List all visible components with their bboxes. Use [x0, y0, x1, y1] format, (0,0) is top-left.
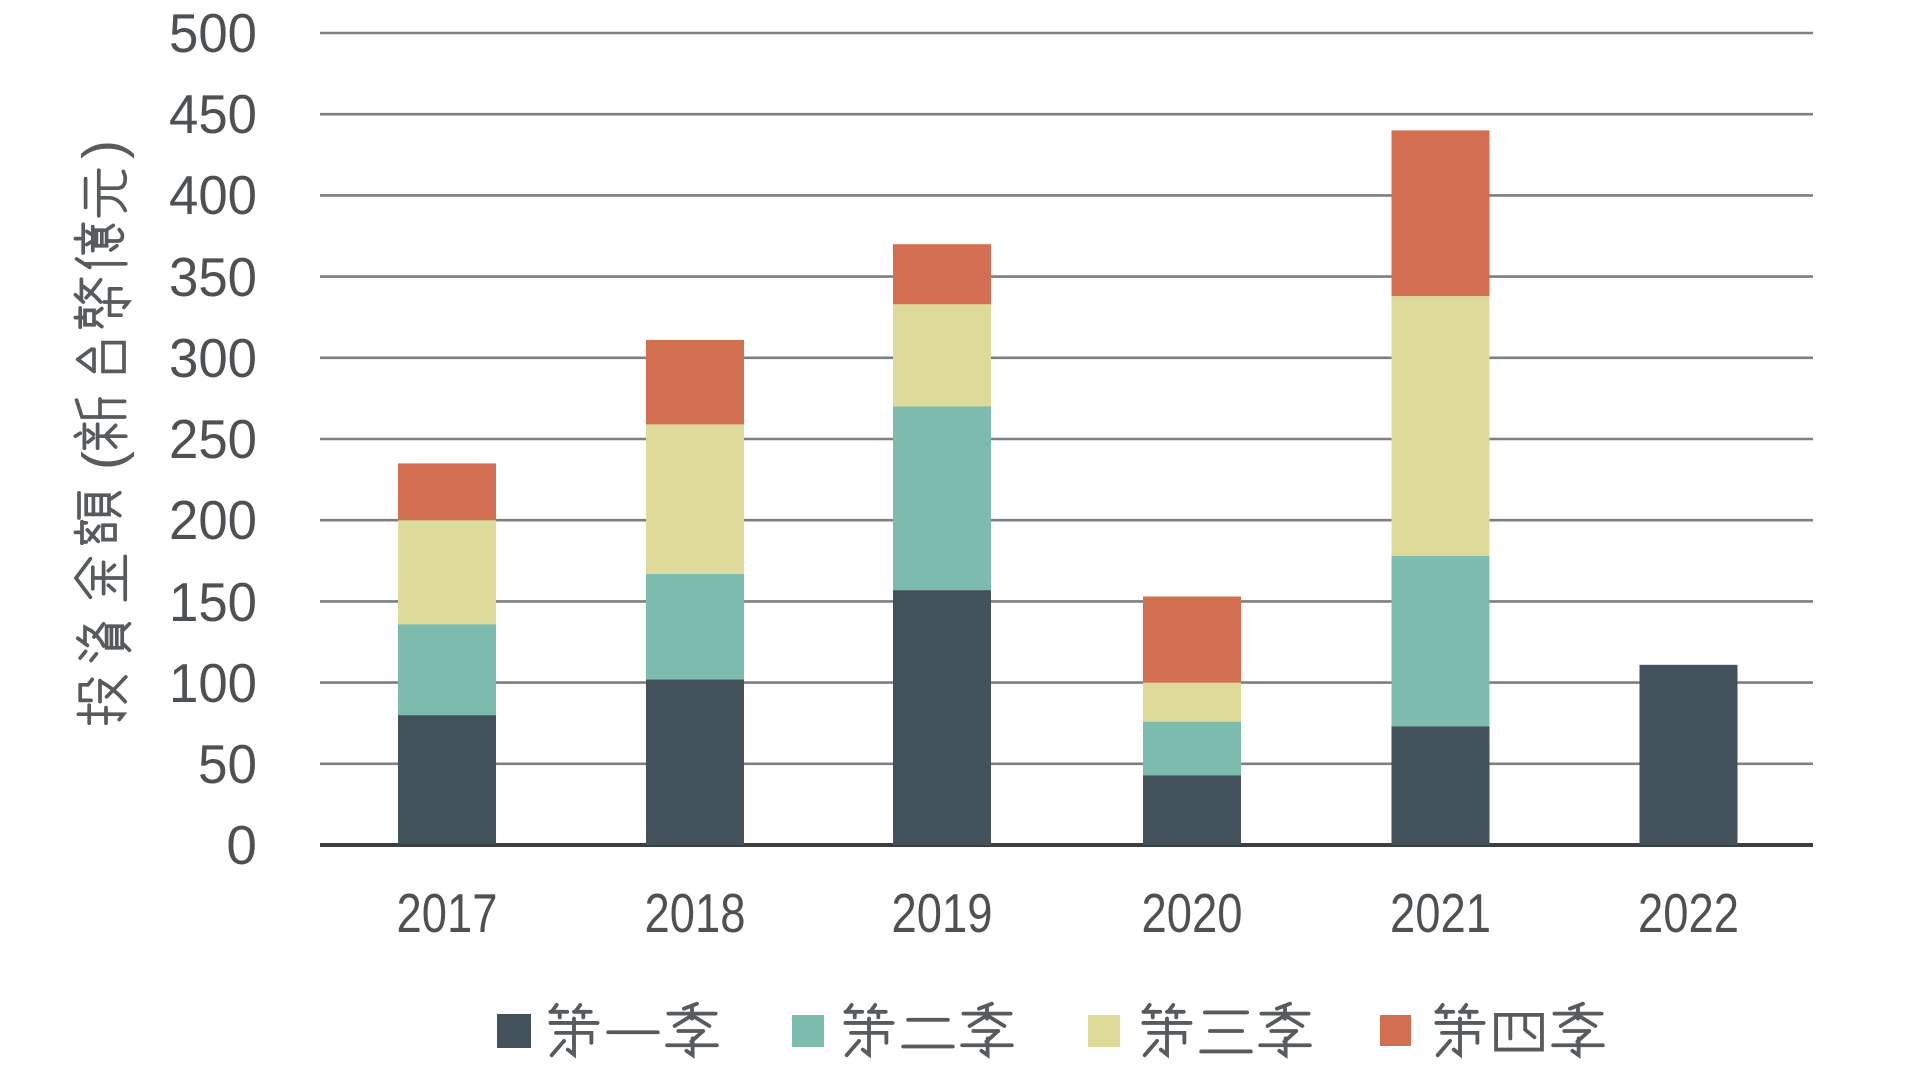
svg-text:2022: 2022 [1638, 882, 1739, 944]
svg-text:2017: 2017 [397, 882, 498, 944]
svg-text:150: 150 [169, 571, 257, 633]
svg-text:(: ( [71, 451, 135, 470]
svg-text:300: 300 [169, 327, 257, 389]
svg-text:250: 250 [169, 408, 257, 470]
svg-text:100: 100 [169, 652, 257, 714]
svg-text:0: 0 [226, 814, 257, 876]
svg-text:50: 50 [198, 733, 257, 795]
svg-text:2021: 2021 [1390, 882, 1491, 944]
svg-text:350: 350 [169, 246, 257, 308]
svg-text:): ) [71, 140, 135, 159]
svg-text:450: 450 [169, 83, 257, 145]
svg-text:2018: 2018 [645, 882, 746, 944]
svg-text:200: 200 [169, 489, 257, 551]
svg-text:2020: 2020 [1142, 882, 1243, 944]
svg-text:500: 500 [169, 2, 257, 64]
svg-text:2019: 2019 [892, 882, 993, 944]
svg-text:400: 400 [169, 164, 257, 226]
